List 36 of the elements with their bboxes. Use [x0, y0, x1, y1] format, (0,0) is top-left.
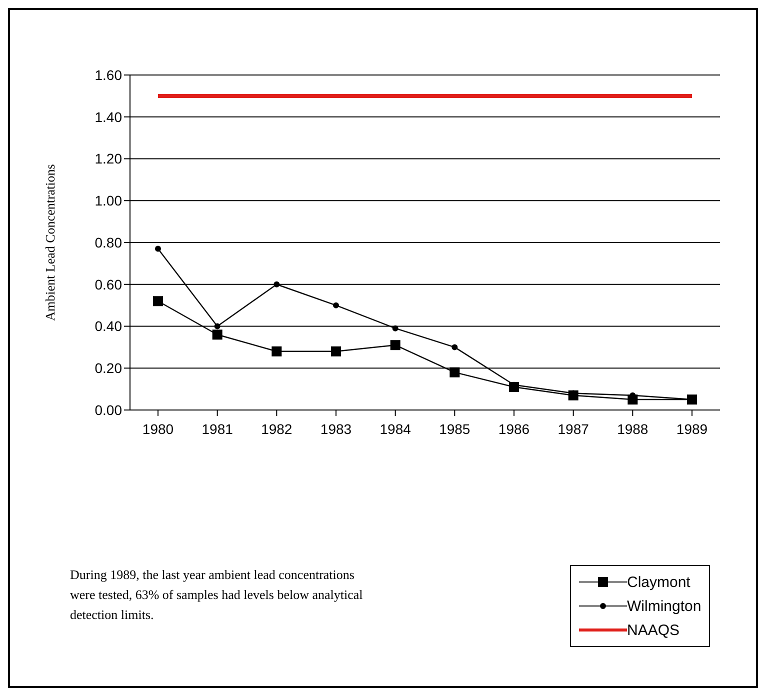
- x-tick-label: 1981: [202, 420, 234, 437]
- x-tick-label: 1987: [558, 420, 590, 437]
- y-tick-label: 1.40: [94, 108, 122, 125]
- point: [392, 325, 398, 332]
- y-tick-label: 1.00: [94, 192, 122, 209]
- point: [214, 323, 220, 330]
- y-tick-label: 1.60: [94, 66, 122, 83]
- point: [153, 296, 163, 306]
- x-tick-label: 1983: [320, 420, 352, 437]
- x-tick-label: 1984: [380, 420, 412, 437]
- point: [450, 367, 460, 378]
- y-tick-label: 1.20: [94, 150, 122, 167]
- y-tick-label: 0.40: [94, 318, 122, 334]
- text: During 1989, the last year ambient lead concentrations were tested, 63% of samples had levels below analytical detection limits.: [70, 566, 364, 624]
- x-tick-label: 1988: [617, 420, 648, 437]
- legend-label: Claymont: [627, 574, 690, 590]
- x-tick-label: 1980: [142, 420, 174, 437]
- y-tick-label: 0.80: [94, 234, 122, 250]
- point: [331, 346, 341, 356]
- y-tick-label: 0.20: [94, 360, 122, 376]
- point: [390, 340, 400, 350]
- legend-label: NAAQS: [627, 622, 680, 638]
- y-tick-label: 0.00: [94, 402, 122, 418]
- x-tick-label: 1989: [676, 420, 708, 437]
- y-tick-label: 0.60: [94, 276, 122, 292]
- x-tick-label: 1986: [498, 420, 530, 437]
- point: [272, 346, 282, 356]
- point: [274, 281, 280, 288]
- legend-label: Wilmington: [627, 598, 702, 614]
- x-tick-label: 1985: [439, 420, 470, 437]
- point: [155, 246, 161, 252]
- point: [212, 330, 222, 340]
- point: [452, 344, 458, 350]
- x-tick-label: 1982: [261, 420, 292, 437]
- y-axis-title: Ambient Lead Concentrations: [42, 164, 58, 321]
- point: [333, 302, 339, 308]
